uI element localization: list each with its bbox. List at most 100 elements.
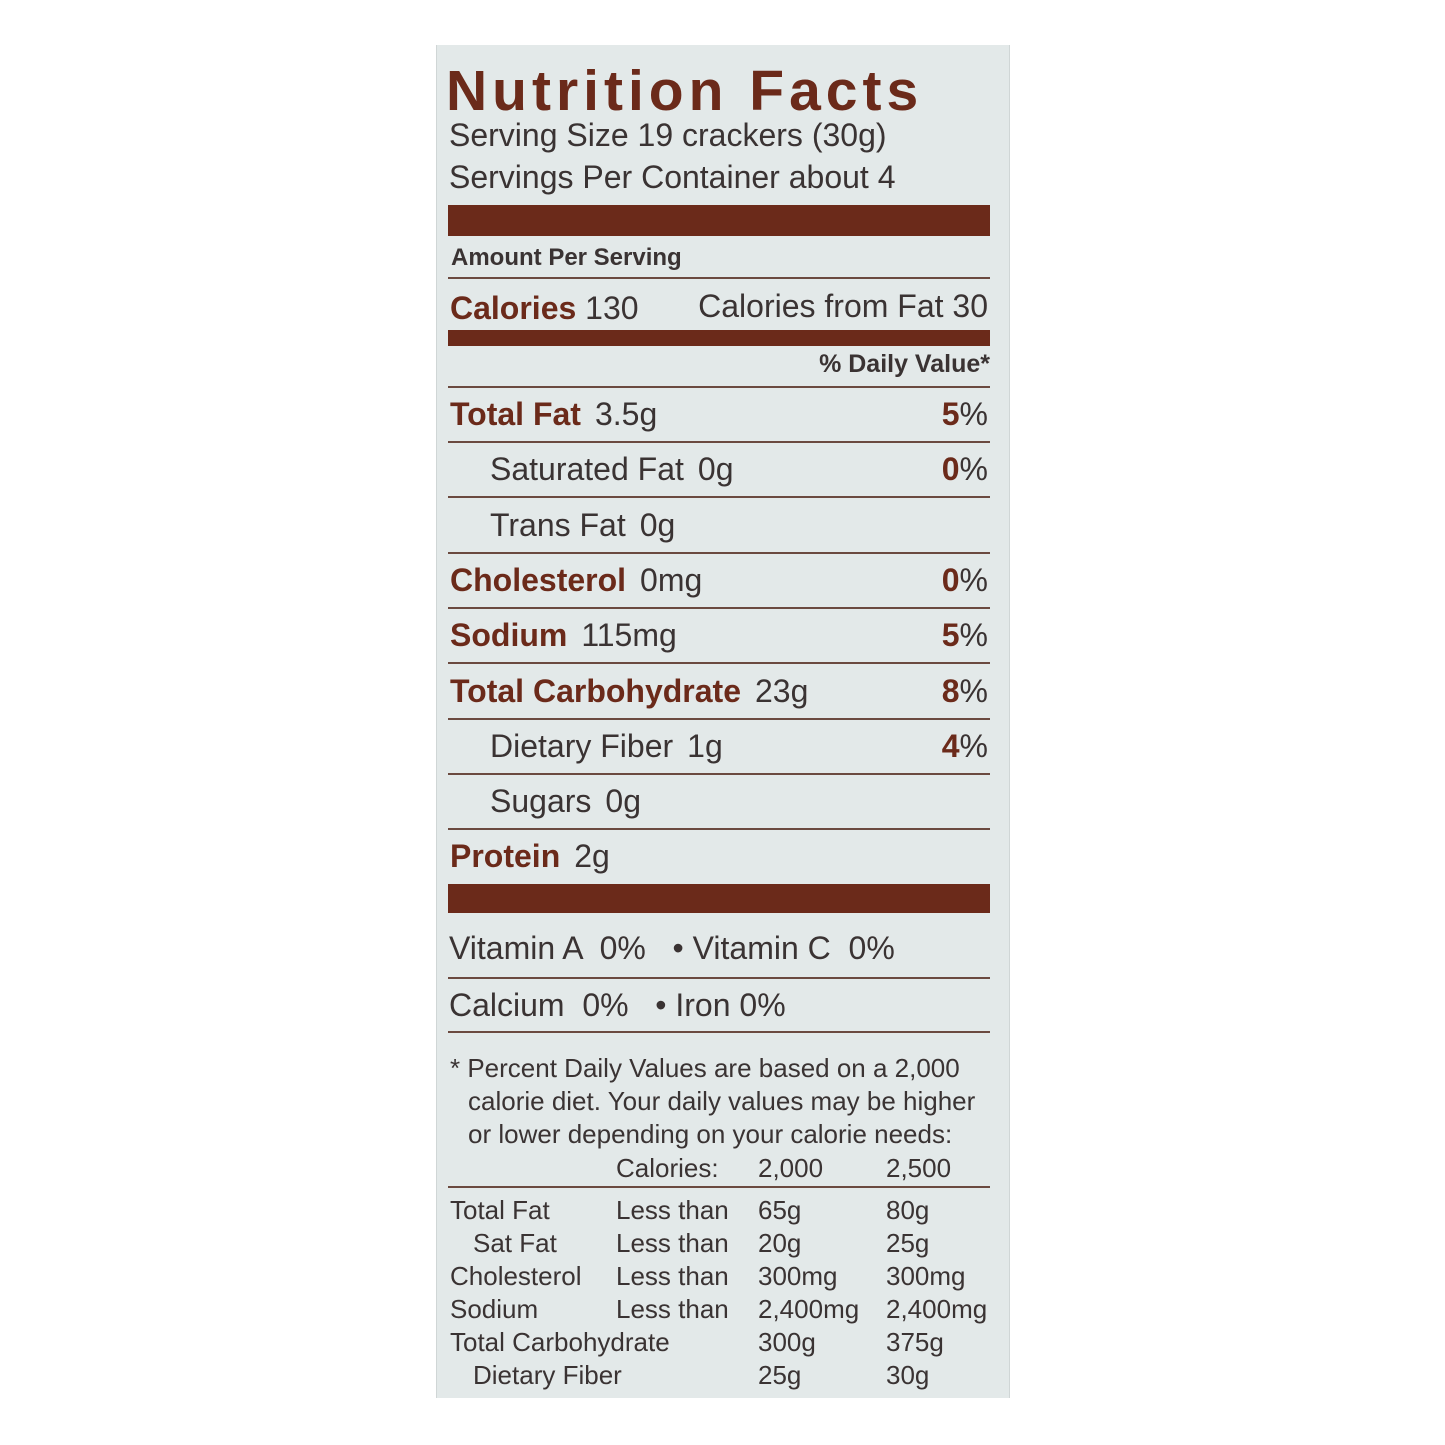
nutrient-daily-value: 0% (942, 562, 988, 599)
dv-table-v1: 300g (758, 1327, 816, 1357)
amount-per-serving: Amount Per Serving (451, 244, 682, 271)
nutrient-amount: 2g (574, 838, 610, 875)
nutrient-name: Sodium (450, 617, 568, 654)
nutrient-amount: 0g (605, 783, 641, 820)
nutrient-amount: 0mg (640, 561, 703, 598)
dv-table-v1: 65g (758, 1195, 802, 1225)
nutrient-name: Dietary Fiber (490, 727, 674, 764)
divider (448, 551, 990, 554)
nutrient-row: Cholesterol 0mg 0% (450, 562, 990, 602)
nutrient-row: Total Carbohydrate 23g 8% (450, 673, 990, 713)
dv-table-name: Dietary Fiber (473, 1360, 622, 1390)
nutrient-amount: 0g (697, 451, 734, 488)
divider (448, 441, 990, 443)
nutrient-amount: 23g (755, 672, 809, 709)
nutrient-daily-value: 5% (942, 617, 988, 654)
nutrient-name: Total Carbohydrate (450, 672, 741, 709)
percent-sign: % (959, 727, 988, 764)
nutrient-amount: 115mg (581, 617, 677, 654)
nutrient-row: Sugars 0g (450, 783, 990, 823)
dv-table-name: Total Carbohydrate (450, 1327, 670, 1357)
dv-table-v2: 30g (886, 1360, 930, 1390)
vitamins-line-2: Calcium 0% • Iron 0% (449, 987, 786, 1023)
calories-row: Calories 130 (450, 290, 639, 327)
footnote-line: or lower depending on your calorie needs… (468, 1119, 953, 1149)
divider (448, 662, 990, 665)
daily-value-number: 5 (941, 396, 960, 432)
vitamins-line-1: Vitamin A 0% • Vitamin C 0% (449, 930, 895, 966)
nutrient-daily-value: 5% (942, 396, 988, 433)
nutrient-amount: 1g (687, 727, 723, 764)
dv-header-2000: 2,000 (758, 1153, 824, 1183)
servings-per-container: Servings Per Container about 4 (449, 159, 896, 195)
thick-divider (448, 205, 990, 236)
calories-label: Calories (450, 290, 577, 326)
divider (448, 717, 990, 720)
dv-table-name: Total Fat (450, 1195, 550, 1225)
dv-table-v2: 300mg (886, 1261, 966, 1291)
daily-value-number: 0 (941, 451, 960, 488)
nutrient-name: Total Fat (450, 396, 581, 432)
nutrient-name: Cholesterol (450, 561, 627, 598)
dv-table-name: Sodium (450, 1294, 539, 1324)
nutrient-row: Sodium 115mg 5% (450, 617, 990, 657)
percent-sign: % (959, 451, 988, 488)
label-title: Nutrition Facts (446, 59, 924, 123)
dv-table-v2: 375g (886, 1327, 944, 1357)
divider (448, 496, 990, 499)
nutrient-amount: 0g (639, 506, 676, 543)
dv-table-v1: 25g (758, 1360, 802, 1390)
medium-divider (448, 330, 990, 346)
dv-table-v2: 25g (886, 1228, 930, 1258)
dv-table-qual: Less than (616, 1261, 729, 1291)
nutrient-daily-value: 0% (942, 451, 988, 488)
divider (448, 277, 990, 279)
nutrient-name: Saturated Fat (490, 451, 684, 488)
dv-table-v2: 2,400mg (886, 1294, 988, 1324)
thick-divider (448, 884, 990, 913)
nutrient-name: Protein (450, 838, 561, 875)
dv-table-v2: 80g (886, 1195, 930, 1225)
percent-sign: % (959, 561, 988, 598)
dv-header-2500: 2,500 (886, 1153, 952, 1183)
serving-size: Serving Size 19 crackers (30g) (449, 117, 887, 153)
nutrient-row: Saturated Fat 0g 0% (450, 451, 990, 491)
daily-value-header: % Daily Value* (819, 350, 990, 378)
nutrient-row: Protein 2g (450, 838, 990, 878)
nutrient-name: Trans Fat (490, 506, 626, 543)
daily-value-number: 0 (941, 561, 960, 598)
calories-from-fat: Calories from Fat 30 (698, 288, 988, 324)
divider (448, 828, 990, 831)
dv-table-name: Cholesterol (450, 1261, 582, 1291)
divider (448, 386, 990, 388)
dv-table-qual: Less than (616, 1228, 729, 1258)
divider (448, 1031, 990, 1033)
nutrient-row: Dietary Fiber 1g 4% (450, 728, 990, 768)
footnote-line: * Percent Daily Values are based on a 2,… (450, 1053, 960, 1083)
dv-table-qual: Less than (616, 1294, 729, 1324)
dv-table-v1: 2,400mg (758, 1294, 860, 1324)
dv-header-calories: Calories: (616, 1153, 719, 1183)
divider (448, 772, 990, 775)
nutrient-daily-value: 8% (942, 673, 988, 710)
divider (448, 606, 990, 609)
footnote-line: calorie diet. Your daily values may be h… (468, 1086, 976, 1116)
dv-table-name: Sat Fat (473, 1228, 557, 1258)
dv-table-v1: 20g (758, 1228, 802, 1258)
calories-value: 130 (585, 290, 639, 326)
daily-value-number: 5 (941, 617, 960, 654)
dv-table-v1: 300mg (758, 1261, 838, 1291)
daily-value-number: 4 (941, 727, 960, 764)
divider (448, 977, 990, 979)
nutrient-daily-value: 4% (942, 728, 988, 765)
nutrient-name: Sugars (490, 783, 592, 820)
percent-sign: % (959, 672, 988, 709)
nutrient-row: Total Fat 3.5g 5% (450, 396, 990, 436)
percent-sign: % (959, 617, 988, 654)
nutrient-amount: 3.5g (594, 396, 658, 432)
dv-table-qual: Less than (616, 1195, 729, 1225)
nutrient-row: Trans Fat 0g (450, 507, 990, 547)
percent-sign: % (959, 396, 988, 432)
daily-value-number: 8 (941, 672, 960, 709)
divider (448, 1186, 990, 1188)
